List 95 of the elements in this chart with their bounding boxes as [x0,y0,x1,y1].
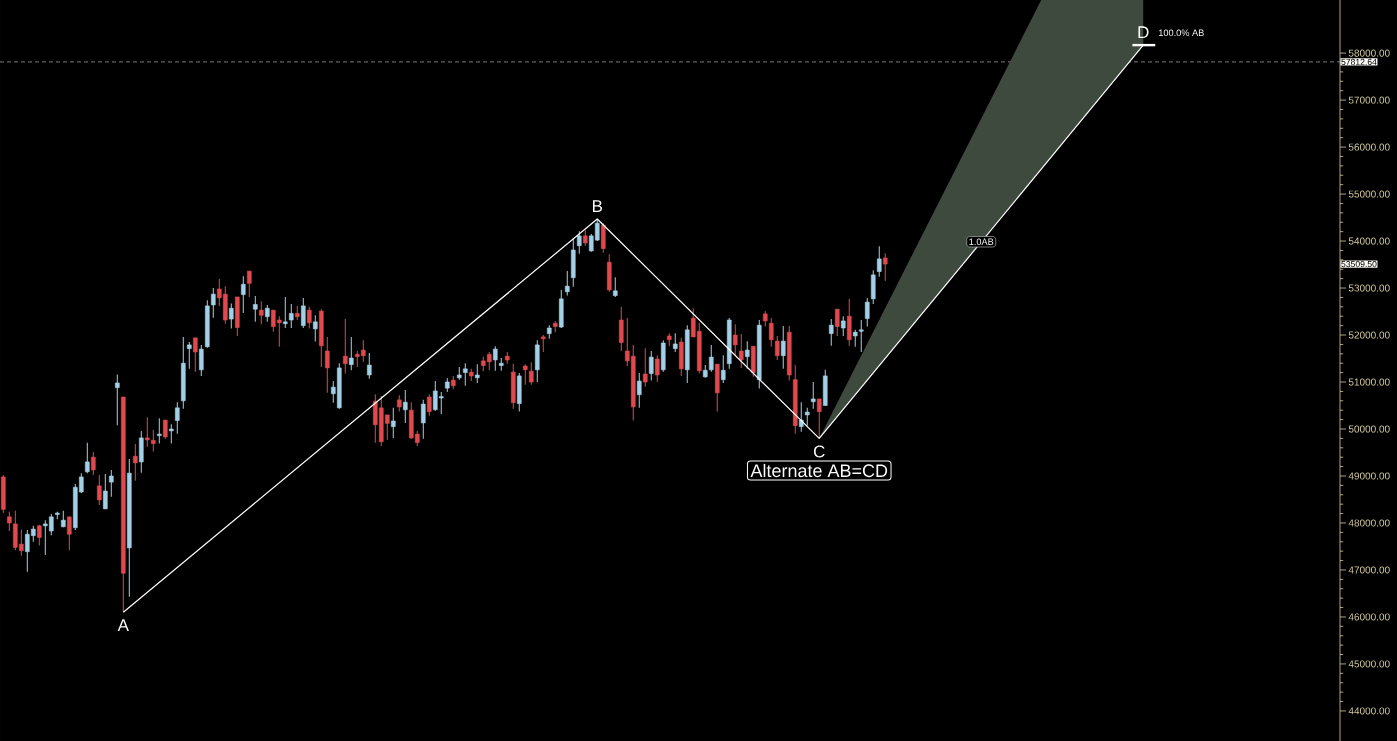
candlestick [157,417,162,445]
candlestick [738,333,744,369]
annotation: 100.0% AB [1158,29,1204,37]
candlestick [427,393,432,417]
candlestick [313,314,318,343]
candlestick [343,318,348,375]
text: 53509.50 [1341,261,1377,268]
candlestick [474,363,480,384]
candlestick [253,295,258,323]
y-tick-label: 47000.00 [1348,566,1390,574]
candlestick [229,303,234,329]
candlestick [768,317,774,348]
candlestick [463,362,468,387]
candlestick [391,407,396,439]
candlestick [612,276,618,298]
annotation: B [592,200,603,212]
candlestick [139,430,144,474]
candlestick [816,398,822,440]
candlestick [576,230,582,255]
candlestick [241,275,246,314]
annotation: A [117,619,129,632]
candlestick [672,332,678,353]
candlestick [283,296,288,329]
candlestick [109,469,114,498]
y-tick-label: 54000.00 [1348,237,1390,245]
candlestick [648,350,654,382]
candlestick [133,443,138,482]
ref-line-label: 57812.64 [1341,58,1377,65]
candlestick [145,416,150,448]
candlestick [858,319,864,353]
candlestick [163,419,168,440]
candlestick [169,423,174,445]
candlestick [85,442,90,474]
candlestick [654,354,660,383]
candlestick [67,516,72,551]
annotation: D [1138,26,1149,39]
y-tick-label: 51000.00 [1348,378,1390,386]
candlestick [247,270,252,298]
y-tick-label: 48000.00 [1348,519,1390,527]
candlestick [840,315,846,337]
candlestick [403,389,408,424]
candlestick [708,344,714,373]
candlestick [720,354,726,384]
candlestick [798,401,804,433]
candlestick [774,335,780,361]
y-tick-label: 53000.00 [1348,284,1390,292]
y-tick-label: 57000.00 [1348,96,1390,104]
y-tick-label: 58000.00 [1348,49,1390,57]
candlestick [103,473,108,510]
candlestick [91,451,96,476]
candlestick [325,336,330,394]
candlestick [349,336,354,371]
candlestick [97,474,102,506]
candlestick [732,323,738,356]
candlestick [522,363,528,386]
candlestick [564,270,570,297]
candlestick [780,325,786,370]
candlestick [636,372,642,409]
annotation: C [813,445,825,458]
candlestick [864,297,870,328]
candlestick [307,306,312,329]
candlestick [367,352,372,380]
annotation: Alternate AB=CD [750,463,888,478]
y-tick-label: 55000.00 [1348,190,1390,198]
candlestick [289,303,294,329]
candlestick [828,318,834,347]
candlestick [846,298,852,347]
candlestick [151,429,156,453]
candlestick [810,381,816,410]
candlestick [301,297,306,329]
candlestick [199,344,204,377]
y-tick-label: 46000.00 [1348,613,1390,621]
candlestick [187,341,192,370]
candlestick [642,347,648,388]
candlestick [492,345,498,372]
y-tick-label: 56000.00 [1348,143,1390,151]
candlestick [175,401,180,435]
candlestick [744,340,750,370]
candlestick [834,308,840,337]
candlestick [882,252,888,282]
annotation: 1.0AB [969,238,994,246]
candlestick [870,269,876,305]
candlestick [618,306,624,352]
candlestick [193,337,198,373]
y-tick-label: 44000.00 [1348,707,1390,715]
candlestick [259,300,264,325]
candlestick [600,222,606,254]
y-tick-label: 45000.00 [1348,660,1390,668]
y-tick-label: 50000.00 [1348,425,1390,433]
y-tick-label: 52000.00 [1348,331,1390,339]
y-tick-label: 49000.00 [1348,472,1390,480]
candlestick [528,361,534,386]
candlestick [876,245,882,278]
candlestick [421,399,426,440]
candlestick [115,374,120,426]
